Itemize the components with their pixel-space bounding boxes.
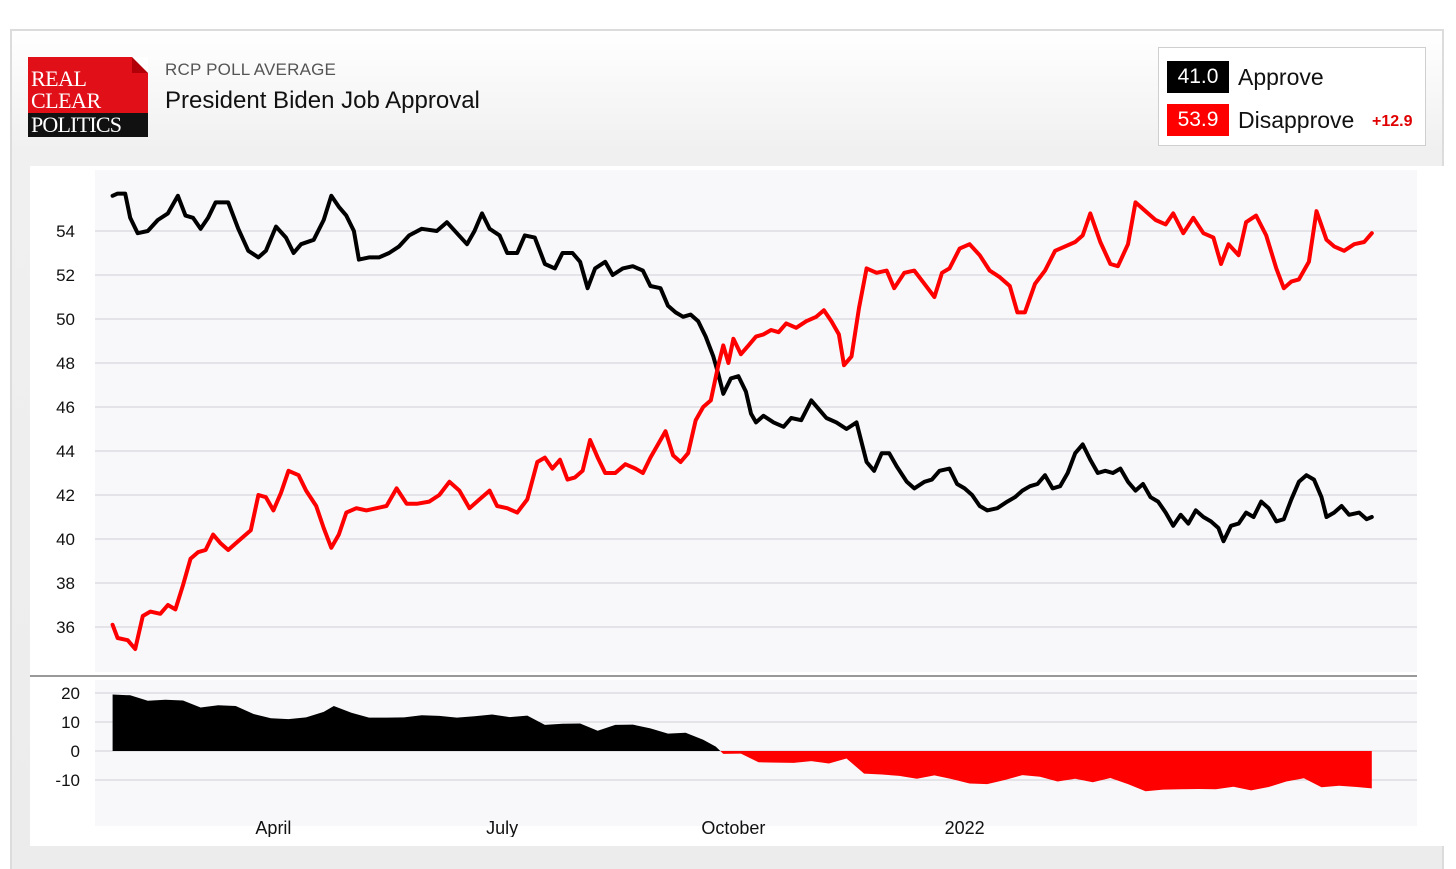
y-tick-label: 50 [56, 310, 75, 329]
approve-line [110, 191, 1374, 544]
approval-chart: 36 38 40 42 44 46 48 50 52 54 -10 0 10 20 April July Oct… [30, 191, 1417, 837]
legend-disapprove[interactable]: 53.9 Disapprove [1167, 104, 1354, 136]
spread-area-positive [112, 694, 1372, 751]
logo-line-1: REAL [31, 66, 87, 91]
spread-value: +12.9 [1372, 113, 1413, 130]
y-tick-label: 46 [56, 398, 75, 417]
y-tick-label: 54 [56, 222, 75, 241]
x-tick-label: 2022 [945, 818, 985, 837]
y-tick-label: 44 [56, 442, 75, 461]
legend-box: 41.0 Approve 53.9 Disapprove +12.9 [1158, 47, 1426, 146]
logo-line-3: POLITICS [28, 113, 148, 137]
y-tick-label: 38 [56, 574, 75, 593]
x-tick-label: July [486, 818, 518, 837]
spread-y-tick-label: 20 [61, 684, 80, 703]
legend-approve[interactable]: 41.0 Approve [1167, 61, 1324, 93]
disapprove-line [110, 200, 1374, 651]
chart-subtitle: RCP POLL AVERAGE [165, 60, 337, 79]
spread-y-tick-label: 10 [61, 713, 80, 732]
approve-value-badge: 41.0 [1167, 61, 1229, 93]
spread-y-tick-label: -10 [55, 771, 80, 790]
disapprove-value-badge: 53.9 [1167, 104, 1229, 136]
y-tick-label: 36 [56, 618, 75, 637]
y-tick-label: 40 [56, 530, 75, 549]
approve-label: Approve [1238, 63, 1324, 90]
y-tick-label: 42 [56, 486, 75, 505]
y-tick-label: 48 [56, 354, 75, 373]
logo-line-2: CLEAR [31, 88, 101, 113]
spread-y-tick-label: 0 [71, 742, 80, 761]
x-tick-label: October [701, 818, 765, 837]
y-tick-label: 52 [56, 266, 75, 285]
disapprove-label: Disapprove [1238, 106, 1355, 133]
logo-fold-corner [132, 57, 148, 73]
chart-title: President Biden Job Approval [165, 87, 480, 114]
rcp-logo[interactable]: REAL CLEAR POLITICS [28, 57, 148, 137]
x-tick-label: April [255, 818, 291, 837]
spread-area-negative [112, 751, 1372, 792]
